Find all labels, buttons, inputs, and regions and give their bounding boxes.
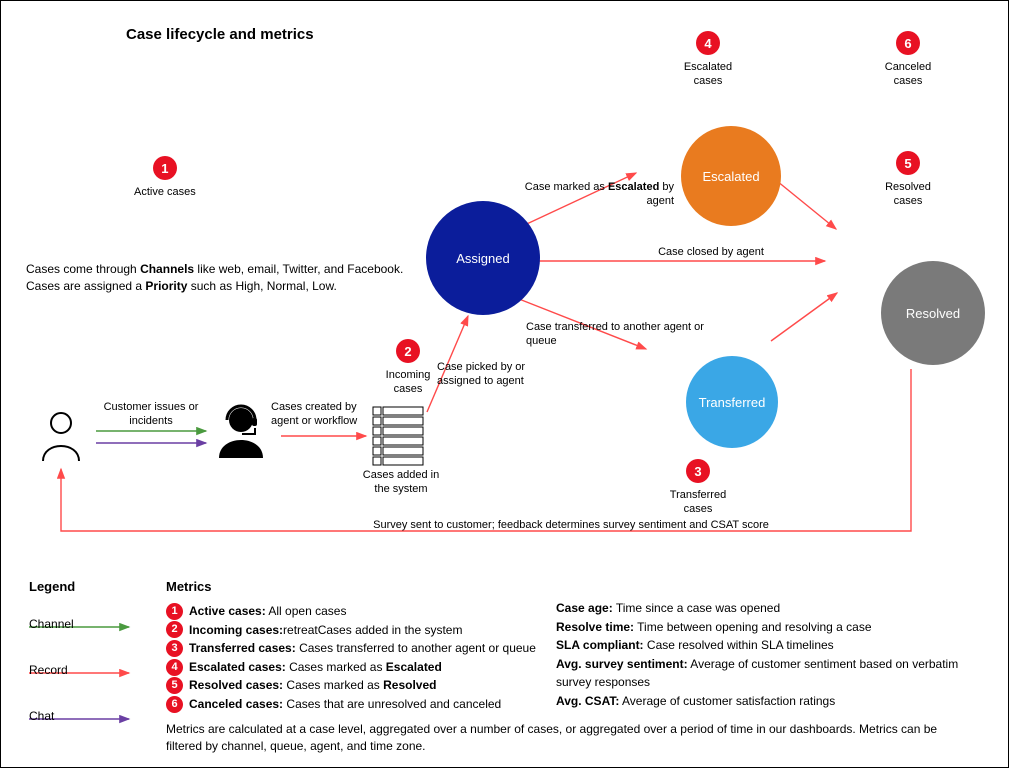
- metric-1: 1 Active cases: All open cases: [166, 602, 536, 621]
- metric-2: 2 Incoming cases:retreatCases added in t…: [166, 621, 536, 640]
- legend-channel: Channel: [29, 617, 74, 631]
- customer-icon: [43, 413, 79, 461]
- node-label: Escalated: [702, 169, 759, 184]
- legend-section: Legend: [29, 579, 75, 608]
- edge-label-escalated: Case marked as Escalated by agent: [519, 181, 674, 209]
- edge-label-added: Cases added in the system: [356, 469, 446, 497]
- node-transferred: Transferred: [686, 356, 778, 448]
- badge-6: 6 Canceled cases: [874, 31, 942, 89]
- metric-4: 4 Escalated cases: Cases marked as Escal…: [166, 658, 536, 677]
- metric-5: 5 Resolved cases: Cases marked as Resolv…: [166, 676, 536, 695]
- badge-4: 4 Escalated cases: [674, 31, 742, 89]
- edge-label-survey: Survey sent to customer; feedback determ…: [321, 519, 821, 533]
- node-label: Resolved: [906, 306, 960, 321]
- edge-label-picked: Case picked by or assigned to agent: [437, 361, 537, 389]
- edge-label-transferred: Case transferred to another agent or que…: [526, 321, 706, 349]
- edge-label-issues: Customer issues or incidents: [96, 401, 206, 429]
- node-label: Transferred: [699, 395, 766, 410]
- badge-3: 3 Transferred cases: [663, 459, 733, 517]
- metrics-right: Case age: Time since a case was opened R…: [556, 599, 986, 711]
- metric-6: 6 Canceled cases: Cases that are unresol…: [166, 695, 536, 714]
- node-resolved: Resolved: [881, 261, 985, 365]
- node-escalated: Escalated: [681, 126, 781, 226]
- incoming-list-icon: [373, 407, 423, 465]
- badge-2: 2 Incoming cases: [384, 339, 432, 397]
- node-assigned: Assigned: [426, 201, 540, 315]
- legend-record: Record: [29, 663, 68, 677]
- footer-note: Metrics are calculated at a case level, …: [166, 721, 966, 755]
- edge-label-closed: Case closed by agent: [631, 246, 791, 260]
- legend-chat: Chat: [29, 709, 54, 723]
- agent-icon: [219, 406, 263, 458]
- edge-label-created: Cases created by agent or workflow: [271, 401, 371, 429]
- node-label: Assigned: [456, 251, 509, 266]
- page-title: Case lifecycle and metrics: [126, 26, 314, 43]
- intro-text: Cases come through Channels like web, em…: [26, 261, 416, 295]
- badge-5: 5 Resolved cases: [874, 151, 942, 209]
- metrics-section: Metrics 1 Active cases: All open cases 2…: [166, 579, 536, 714]
- diagram-frame: Case lifecycle and metrics: [0, 0, 1009, 768]
- metric-3: 3 Transferred cases: Cases transferred t…: [166, 639, 536, 658]
- badge-1: 1 Active cases: [134, 156, 196, 200]
